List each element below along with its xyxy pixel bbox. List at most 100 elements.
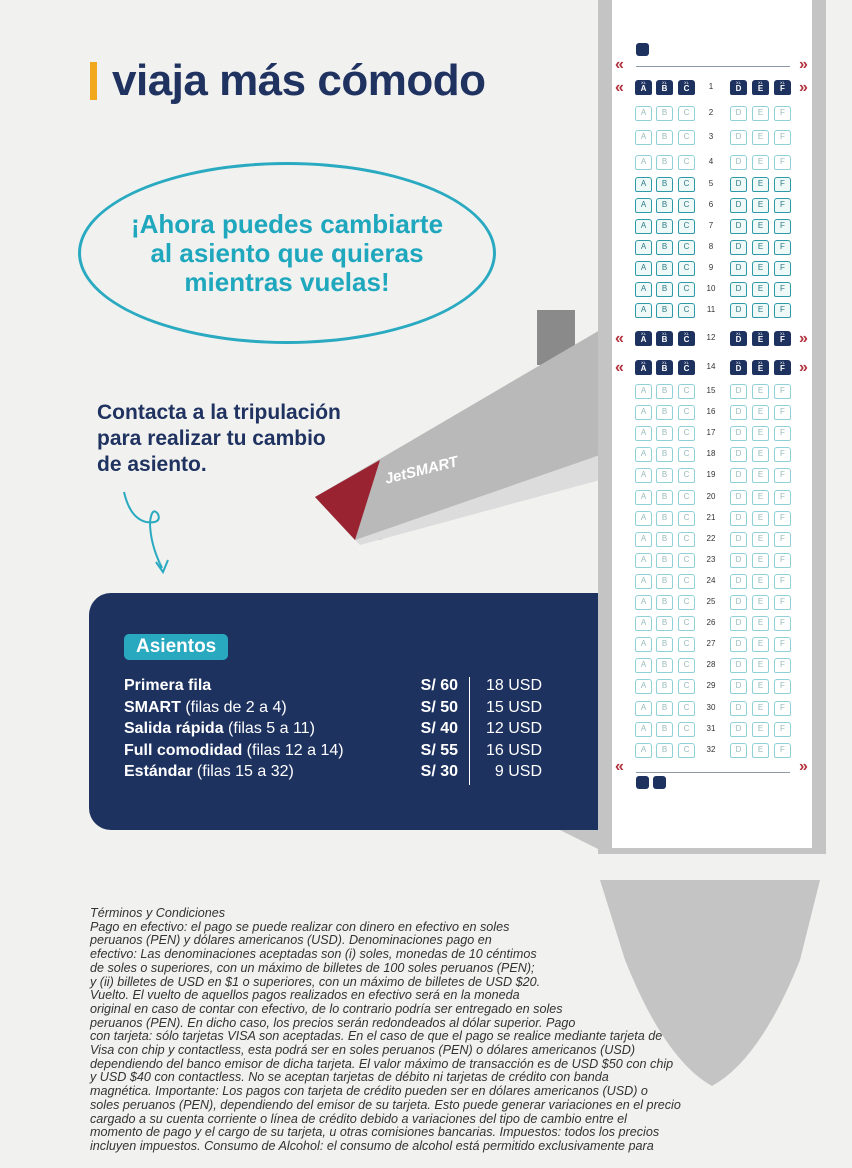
seat-14C[interactable]: XL C	[678, 360, 695, 375]
seat-31D[interactable]: D	[730, 721, 747, 737]
seat-10C[interactable]: C	[678, 282, 695, 297]
seat-24E[interactable]: E	[752, 573, 769, 589]
seat-15F[interactable]: F	[774, 384, 791, 399]
seat-30F[interactable]: F	[774, 700, 791, 716]
seat-1B[interactable]: XL B	[656, 80, 673, 95]
seat-23E[interactable]: E	[752, 552, 769, 568]
seat-20F[interactable]: F	[774, 489, 791, 505]
seat-24C[interactable]: C	[678, 573, 695, 589]
seat-3A[interactable]: A	[635, 130, 652, 145]
seat-12C[interactable]: XL C	[678, 331, 695, 346]
seat-17E[interactable]: E	[752, 426, 769, 442]
seat-19F[interactable]: F	[774, 468, 791, 484]
seat-18A[interactable]: A	[635, 447, 652, 463]
seat-10A[interactable]: A	[635, 282, 652, 297]
seat-32A[interactable]: A	[635, 742, 652, 758]
seat-27D[interactable]: D	[730, 637, 747, 653]
seat-19C[interactable]: C	[678, 468, 695, 484]
seat-17B[interactable]: B	[656, 426, 673, 442]
seat-21F[interactable]: F	[774, 510, 791, 526]
seat-9A[interactable]: A	[635, 261, 652, 276]
seat-26A[interactable]: A	[635, 616, 652, 632]
seat-20A[interactable]: A	[635, 489, 652, 505]
seat-20B[interactable]: B	[656, 489, 673, 505]
seat-27F[interactable]: F	[774, 637, 791, 653]
seat-31F[interactable]: F	[774, 721, 791, 737]
seat-17A[interactable]: A	[635, 426, 652, 442]
seat-31C[interactable]: C	[678, 721, 695, 737]
seat-1C[interactable]: XL C	[678, 80, 695, 95]
seat-19D[interactable]: D	[730, 468, 747, 484]
seat-6F[interactable]: F	[774, 198, 791, 213]
seat-7C[interactable]: C	[678, 219, 695, 234]
seat-12A[interactable]: XL A	[635, 331, 652, 346]
seat-5E[interactable]: E	[752, 177, 769, 192]
seat-9F[interactable]: F	[774, 261, 791, 276]
seat-8A[interactable]: A	[635, 240, 652, 255]
seat-1E[interactable]: XL E	[752, 80, 769, 95]
seat-32D[interactable]: D	[730, 742, 747, 758]
seat-12B[interactable]: XL B	[656, 331, 673, 346]
seat-12E[interactable]: XL E	[752, 331, 769, 346]
seat-25B[interactable]: B	[656, 595, 673, 610]
seat-31E[interactable]: E	[752, 721, 769, 737]
seat-6A[interactable]: A	[635, 198, 652, 213]
seat-6E[interactable]: E	[752, 198, 769, 213]
seat-8D[interactable]: D	[730, 240, 747, 255]
seat-11D[interactable]: D	[730, 303, 747, 318]
seat-23C[interactable]: C	[678, 552, 695, 568]
seat-16C[interactable]: C	[678, 405, 695, 421]
seat-23B[interactable]: B	[656, 552, 673, 568]
seat-1D[interactable]: XL D	[730, 80, 747, 95]
seat-4F[interactable]: F	[774, 155, 791, 170]
seat-16A[interactable]: A	[635, 405, 652, 421]
seat-32F[interactable]: F	[774, 742, 791, 758]
seat-26B[interactable]: B	[656, 616, 673, 632]
seat-28C[interactable]: C	[678, 658, 695, 674]
seat-5D[interactable]: D	[730, 177, 747, 192]
seat-14D[interactable]: XL D	[730, 360, 747, 375]
seat-25C[interactable]: C	[678, 595, 695, 610]
seat-3B[interactable]: B	[656, 130, 673, 145]
seat-15B[interactable]: B	[656, 384, 673, 399]
seat-30C[interactable]: C	[678, 700, 695, 716]
seat-11C[interactable]: C	[678, 303, 695, 318]
seat-4E[interactable]: E	[752, 155, 769, 170]
seat-21E[interactable]: E	[752, 510, 769, 526]
seat-9B[interactable]: B	[656, 261, 673, 276]
seat-24F[interactable]: F	[774, 573, 791, 589]
seat-23F[interactable]: F	[774, 552, 791, 568]
seat-16B[interactable]: B	[656, 405, 673, 421]
seat-4D[interactable]: D	[730, 155, 747, 170]
seat-10B[interactable]: B	[656, 282, 673, 297]
seat-27C[interactable]: C	[678, 637, 695, 653]
seat-11B[interactable]: B	[656, 303, 673, 318]
seat-17F[interactable]: F	[774, 426, 791, 442]
seat-5F[interactable]: F	[774, 177, 791, 192]
seat-21A[interactable]: A	[635, 510, 652, 526]
seat-15C[interactable]: C	[678, 384, 695, 399]
seat-17D[interactable]: D	[730, 426, 747, 442]
seat-19B[interactable]: B	[656, 468, 673, 484]
seat-8F[interactable]: F	[774, 240, 791, 255]
seat-26E[interactable]: E	[752, 616, 769, 632]
seat-2F[interactable]: F	[774, 106, 791, 121]
seat-18C[interactable]: C	[678, 447, 695, 463]
seat-25D[interactable]: D	[730, 595, 747, 610]
seat-16F[interactable]: F	[774, 405, 791, 421]
seat-25E[interactable]: E	[752, 595, 769, 610]
seat-31A[interactable]: A	[635, 721, 652, 737]
seat-5C[interactable]: C	[678, 177, 695, 192]
seat-18B[interactable]: B	[656, 447, 673, 463]
seat-2E[interactable]: E	[752, 106, 769, 121]
seat-28B[interactable]: B	[656, 658, 673, 674]
seat-15E[interactable]: E	[752, 384, 769, 399]
seat-29A[interactable]: A	[635, 679, 652, 695]
seat-12D[interactable]: XL D	[730, 331, 747, 346]
seat-16D[interactable]: D	[730, 405, 747, 421]
seat-8C[interactable]: C	[678, 240, 695, 255]
seat-20E[interactable]: E	[752, 489, 769, 505]
seat-29F[interactable]: F	[774, 679, 791, 695]
seat-15A[interactable]: A	[635, 384, 652, 399]
seat-9C[interactable]: C	[678, 261, 695, 276]
